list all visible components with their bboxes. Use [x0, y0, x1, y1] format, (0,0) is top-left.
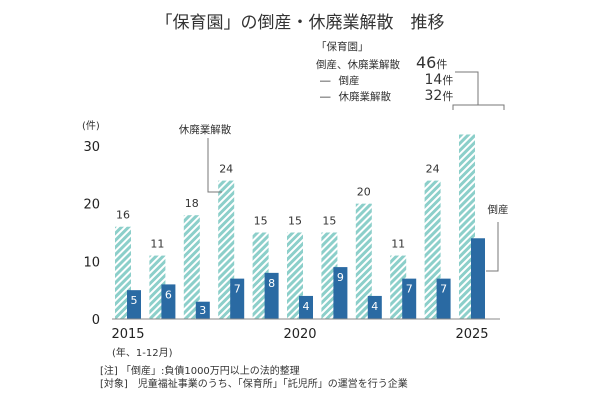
- bar-bankruptcy-2022: [367, 295, 382, 319]
- legend-total: 46: [416, 53, 437, 72]
- x-tick-label-2020: 2020: [283, 327, 316, 342]
- legend-heading-2: 倒産、休廃業解散: [316, 59, 400, 71]
- chart-title: 「保育園」の倒産・休廃業解散 推移: [155, 13, 445, 33]
- legend-label-bankruptcy: 倒産: [338, 75, 360, 87]
- bar-bankruptcy-2020: [299, 295, 313, 319]
- legend-heading-1: 「保育園」: [316, 41, 369, 53]
- label-bankruptcy-2020: 4: [303, 300, 310, 313]
- legend-value-closure: 32: [424, 88, 443, 104]
- y-axis-unit: (件): [82, 120, 100, 132]
- label-closure-2019: 15: [254, 215, 268, 228]
- footnote-1: [注] 「倒産」:負債1000万円以上の法的整理: [100, 366, 300, 377]
- label-bankruptcy-2017: 3: [199, 304, 206, 317]
- label-bankruptcy-2019: 8: [268, 277, 275, 290]
- label-closure-2016: 11: [150, 238, 164, 251]
- legend-unit: 件: [442, 74, 454, 87]
- x-axis-note: (年、1-12月): [112, 346, 173, 359]
- x-tick-label-2015: 2015: [111, 327, 144, 342]
- bar-bankruptcy-2023: [402, 278, 417, 319]
- bar-closure-2022: [355, 203, 372, 319]
- label-closure-2017: 18: [185, 197, 199, 210]
- label-closure-2022: 20: [357, 186, 371, 199]
- label-bankruptcy-2023: 7: [406, 283, 413, 296]
- label-closure-2018: 24: [219, 163, 233, 176]
- bar-bankruptcy-2021: [333, 267, 348, 319]
- y-tick-label-30: 30: [83, 140, 100, 155]
- label-bankruptcy-2015: 5: [131, 294, 138, 307]
- bar-bankruptcy-2017: [195, 301, 210, 319]
- y-tick-label-20: 20: [83, 198, 100, 213]
- bar-bankruptcy-2025: [471, 238, 485, 319]
- legend-dash: ―: [320, 91, 331, 103]
- label-closure-2020: 15: [288, 215, 302, 228]
- label-bankruptcy-2021: 9: [337, 271, 344, 284]
- legend: 「保育園」 倒産、休廃業解散 46 件 ― 倒産 14 件 ― 休廃業解散 32 件: [316, 40, 453, 105]
- bar-bankruptcy-2019: [264, 272, 279, 319]
- closure-callout-line: [207, 138, 222, 193]
- legend-bracket: [452, 104, 505, 110]
- bankruptcy-callout-label: 倒産: [488, 203, 509, 216]
- label-bankruptcy-2018: 7: [234, 283, 241, 296]
- legend-bracket-line: [455, 71, 479, 105]
- footnote-2: [対象] 児童福祉事業のうち、「保育所」「託児所」の運営を行う企業: [100, 379, 408, 390]
- label-bankruptcy-2016: 6: [165, 288, 172, 301]
- bar-closure-2017: [183, 215, 200, 319]
- y-tick-label-10: 10: [83, 255, 100, 270]
- bar-bankruptcy-2018: [230, 278, 245, 319]
- label-closure-2021: 15: [322, 215, 336, 228]
- label-bankruptcy-2024: 7: [440, 283, 447, 296]
- label-closure-2024: 24: [426, 163, 440, 176]
- closure-callout-label: 休廃業解散: [179, 123, 232, 136]
- bankruptcy-callout-line: [486, 222, 499, 272]
- label-closure-2015: 16: [116, 209, 130, 222]
- legend-unit: 件: [436, 58, 448, 71]
- label-bankruptcy-2022: 4: [371, 300, 378, 313]
- legend-label-closure: 休廃業解散: [338, 91, 392, 103]
- footnotes: [注] 「倒産」:負債1000万円以上の法的整理 [対象] 児童福祉事業のうち、…: [100, 365, 408, 391]
- bar-bankruptcy-2024: [436, 278, 451, 319]
- legend-dash: ―: [320, 75, 331, 87]
- legend-value-bankruptcy: 14: [424, 72, 443, 88]
- bar-bankruptcy-2016: [161, 284, 176, 319]
- bar-bankruptcy-2015: [127, 290, 141, 319]
- x-tick-label-2025: 2025: [455, 327, 488, 342]
- legend-unit: 件: [442, 90, 454, 103]
- y-tick-label-0: 0: [92, 313, 100, 328]
- label-closure-2023: 11: [391, 238, 405, 251]
